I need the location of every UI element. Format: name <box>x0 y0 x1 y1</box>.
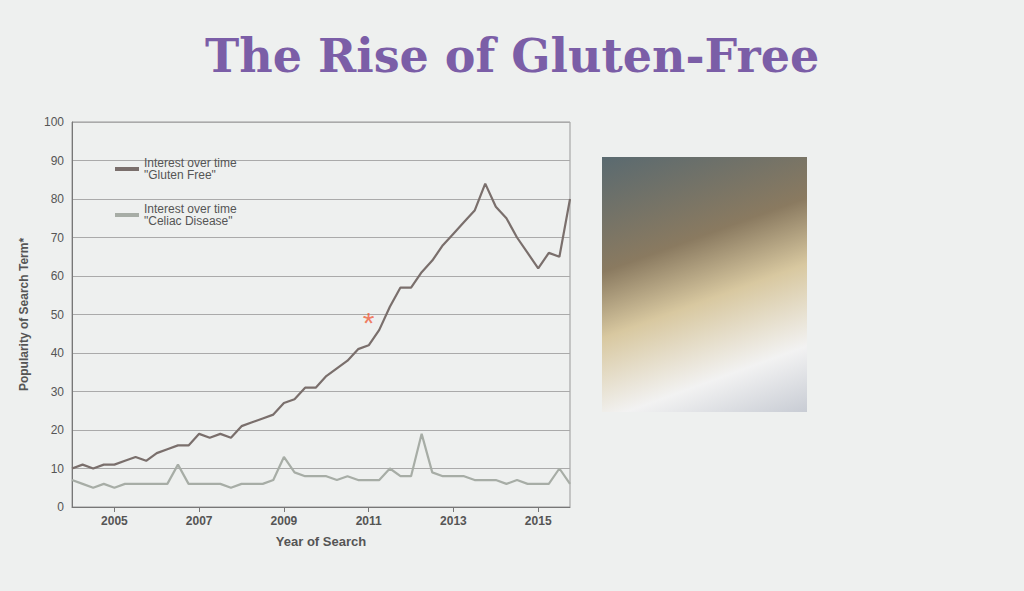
svg-text:90: 90 <box>51 154 65 168</box>
svg-text:Year of Search: Year of Search <box>276 534 366 549</box>
svg-text:0: 0 <box>57 500 64 514</box>
svg-text:2011: 2011 <box>356 514 382 528</box>
svg-text:2009: 2009 <box>271 514 298 528</box>
svg-text:Popularity of Search Term*: Popularity of Search Term* <box>17 238 31 391</box>
svg-text:*: * <box>363 306 375 339</box>
svg-text:"Celiac Disease": "Celiac Disease" <box>144 214 233 228</box>
svg-text:2015: 2015 <box>525 514 552 528</box>
svg-text:20: 20 <box>51 423 65 437</box>
svg-text:2007: 2007 <box>186 514 213 528</box>
svg-text:40: 40 <box>51 346 65 360</box>
svg-text:70: 70 <box>51 231 65 245</box>
svg-text:"Gluten Free": "Gluten Free" <box>144 168 216 182</box>
svg-text:2013: 2013 <box>440 514 467 528</box>
svg-text:Interest over time: Interest over time <box>144 156 240 170</box>
svg-text:60: 60 <box>51 269 65 283</box>
svg-text:Interest over time: Interest over time <box>144 202 240 216</box>
svg-text:30: 30 <box>51 385 65 399</box>
svg-text:2005: 2005 <box>101 514 128 528</box>
svg-text:50: 50 <box>51 308 65 322</box>
svg-text:10: 10 <box>51 462 65 476</box>
svg-text:100: 100 <box>44 115 64 129</box>
svg-text:The Rise of Gluten-Free: The Rise of Gluten-Free <box>205 29 819 83</box>
svg-text:80: 80 <box>51 192 65 206</box>
